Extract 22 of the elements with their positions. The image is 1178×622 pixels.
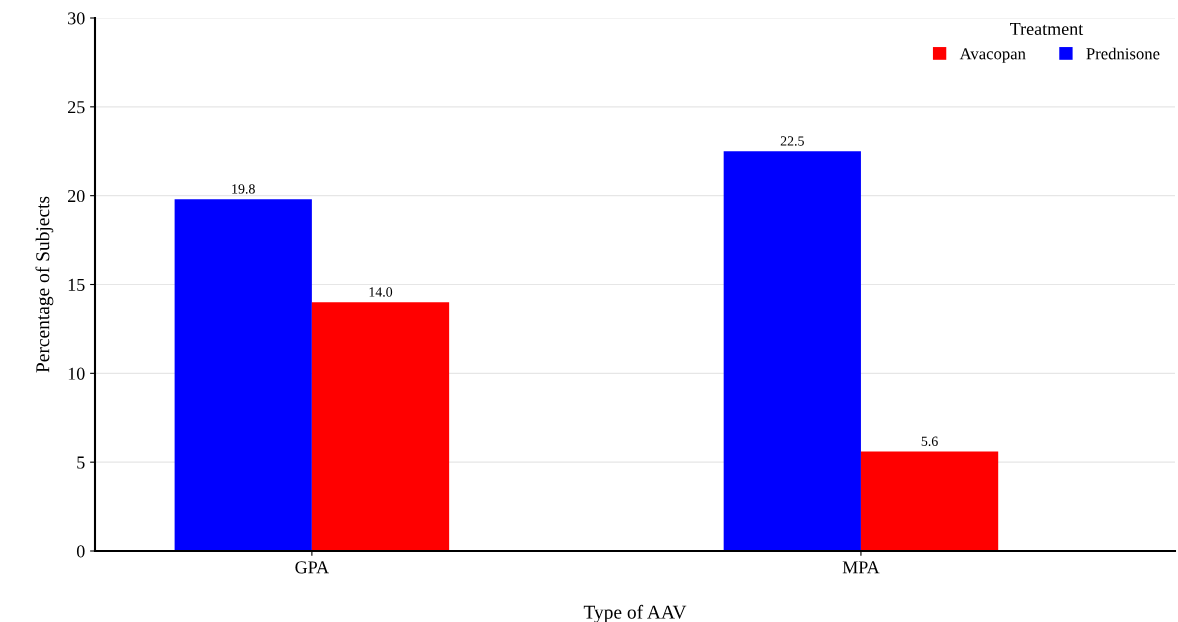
y-axis-title: Percentage of Subjects	[35, 196, 54, 373]
data-label: 5.6	[921, 436, 938, 446]
y-tick-label: 5	[77, 456, 85, 469]
data-label: 14.0	[369, 287, 393, 297]
legend-label: Avacopan	[959, 48, 1026, 63]
data-label: 19.8	[232, 184, 255, 194]
bar	[723, 151, 861, 551]
data-label: 22.5	[780, 136, 804, 146]
y-tick-label: 20	[68, 189, 85, 203]
y-tick-label: 10	[68, 367, 85, 380]
bar	[311, 302, 450, 551]
x-axis-title: Type of AAV	[583, 604, 687, 622]
y-tick-label: 30	[68, 12, 85, 25]
x-tick-label: MPA	[842, 561, 880, 574]
bar	[174, 199, 312, 551]
y-tick-label: 25	[68, 101, 85, 114]
x-tick-label: GPA	[295, 561, 329, 574]
bar	[860, 451, 999, 551]
legend-title: Treatment	[1010, 23, 1084, 36]
y-tick-label: 15	[68, 278, 85, 291]
y-tick-label: 0	[76, 545, 85, 558]
legend-label: Prednisone	[1086, 47, 1160, 60]
